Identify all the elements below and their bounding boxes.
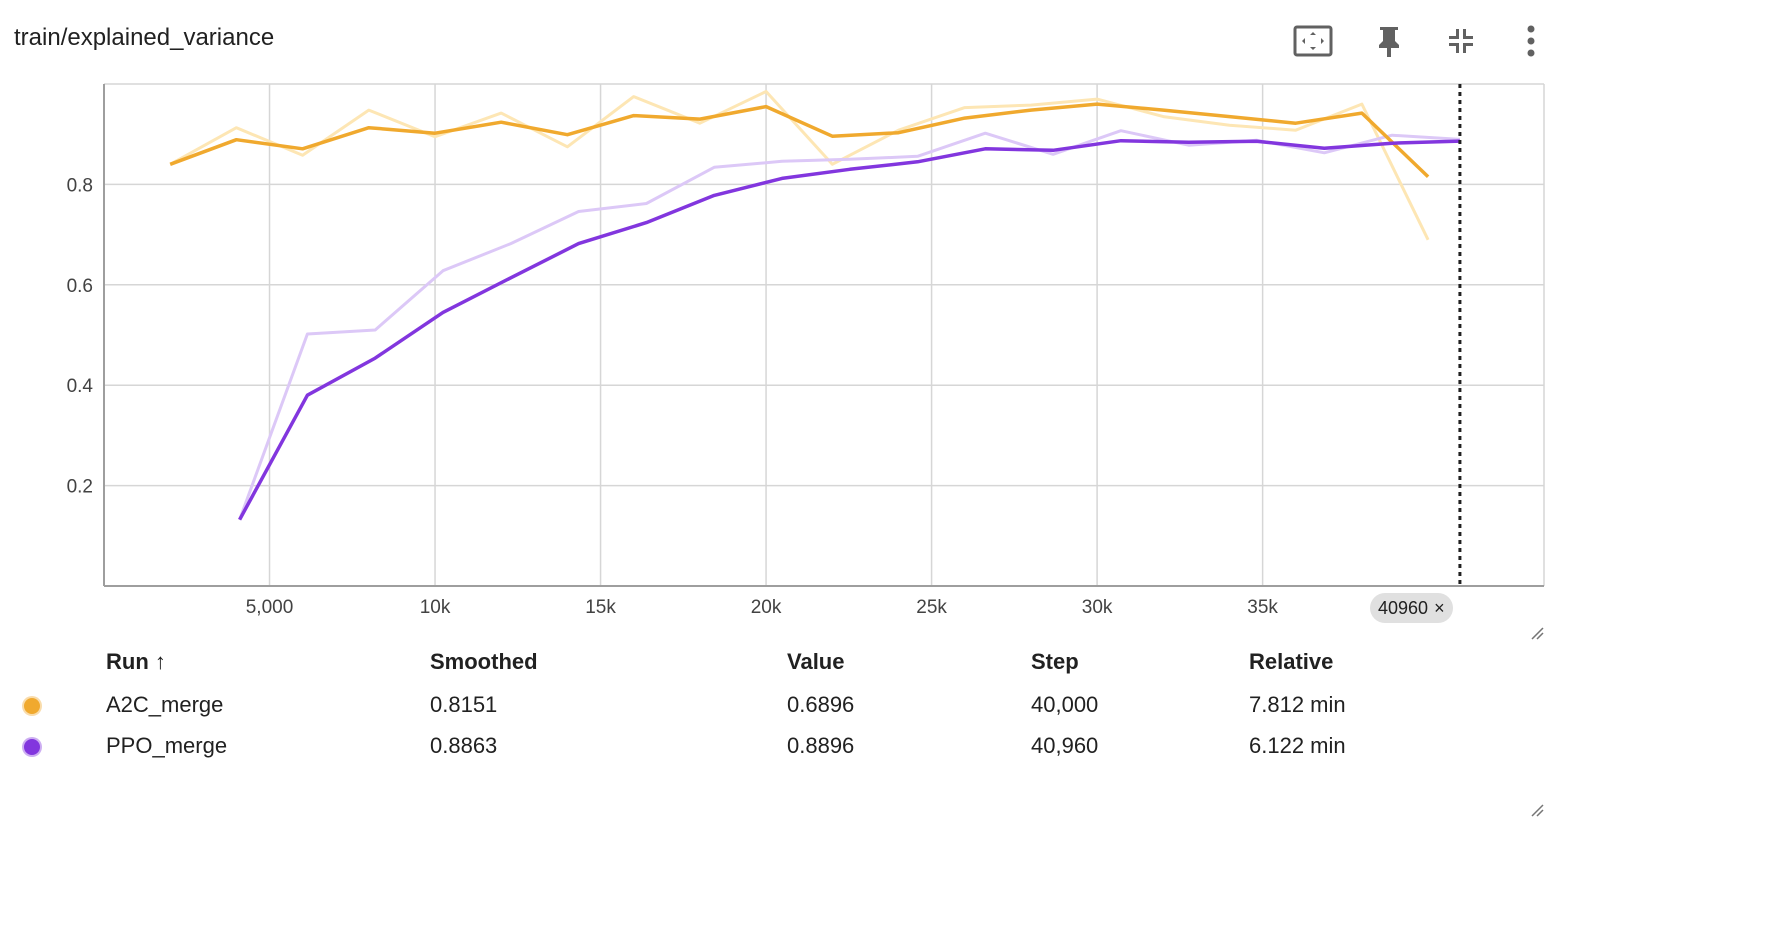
pin-icon	[1379, 27, 1399, 57]
y-tick-label: 0.6	[67, 276, 93, 297]
series-smoothed-line-ppo_merge	[238, 138, 1460, 521]
table-row: PPO_merge 0.8863 0.8896 40,960 6.122 min	[0, 725, 1549, 766]
raw-value: 0.8896	[787, 732, 855, 758]
chart-grid	[104, 83, 1545, 586]
fit-domain-icon	[1293, 25, 1333, 57]
x-tick-label: 20k	[751, 597, 782, 618]
close-icon[interactable]: ×	[1434, 597, 1445, 618]
chart-axes: 0.2 0.4 0.6 0.8 5,000 10k 15k 20k 25k 30k 35k	[67, 84, 1544, 618]
run-name: A2C_merge	[106, 691, 224, 717]
more-options-button[interactable]	[1508, 18, 1554, 64]
line-chart[interactable]: 0.2 0.4 0.6 0.8 5,000 10k 15k 20k 25k 30k 35k	[0, 0, 1768, 640]
series-raw-line-a2c_merge	[169, 90, 1430, 241]
x-tick-label: 15k	[585, 597, 616, 618]
card-toolbar	[1290, 18, 1550, 64]
table-row: A2C_merge 0.8151 0.6896 40,000 7.812 min	[0, 684, 1549, 725]
relative-time: 7.812 min	[1249, 691, 1346, 717]
smoothed-column-header[interactable]: Smoothed	[430, 649, 538, 674]
resize-handle-icon[interactable]	[1530, 803, 1544, 817]
relative-column-header[interactable]: Relative	[1249, 649, 1334, 674]
raw-value: 0.6896	[787, 691, 855, 717]
step-column-header[interactable]: Step	[1031, 649, 1079, 674]
x-tick-label: 5,000	[246, 597, 294, 618]
hover-step-label: 40960	[1378, 597, 1429, 618]
chart-series	[169, 90, 1460, 521]
x-tick-label: 35k	[1247, 597, 1278, 618]
run-color-dot	[22, 695, 42, 716]
smoothed-value: 0.8863	[430, 732, 498, 758]
x-tick-label: 25k	[916, 597, 947, 618]
run-column-header[interactable]: Run ↑	[106, 649, 166, 674]
series-smoothed-line-a2c_merge	[169, 102, 1430, 179]
table-header-row: Run ↑ Smoothed Value Step Relative	[0, 640, 1549, 684]
y-tick-label: 0.2	[67, 477, 93, 498]
x-tick-label: 30k	[1082, 597, 1113, 618]
pin-button[interactable]	[1366, 18, 1412, 64]
chart-title: train/explained_variance	[14, 24, 275, 51]
smoothed-value: 0.8151	[430, 691, 498, 717]
y-tick-label: 0.4	[67, 376, 94, 397]
hover-step-chip[interactable]: 40960 ×	[1370, 593, 1453, 623]
step-value: 40,960	[1031, 732, 1099, 758]
more-vert-icon	[1527, 25, 1535, 57]
run-color-dot	[22, 736, 42, 757]
fit-domain-button[interactable]	[1290, 18, 1336, 64]
step-value: 40,000	[1031, 691, 1099, 717]
resize-handle-icon[interactable]	[1530, 626, 1544, 640]
runs-table: Run ↑ Smoothed Value Step Relative A2C_m…	[0, 640, 1549, 766]
run-name: PPO_merge	[106, 732, 228, 758]
value-column-header[interactable]: Value	[787, 649, 845, 674]
relative-time: 6.122 min	[1249, 732, 1346, 758]
y-tick-label: 0.8	[67, 175, 93, 196]
x-tick-label: 10k	[420, 597, 451, 618]
